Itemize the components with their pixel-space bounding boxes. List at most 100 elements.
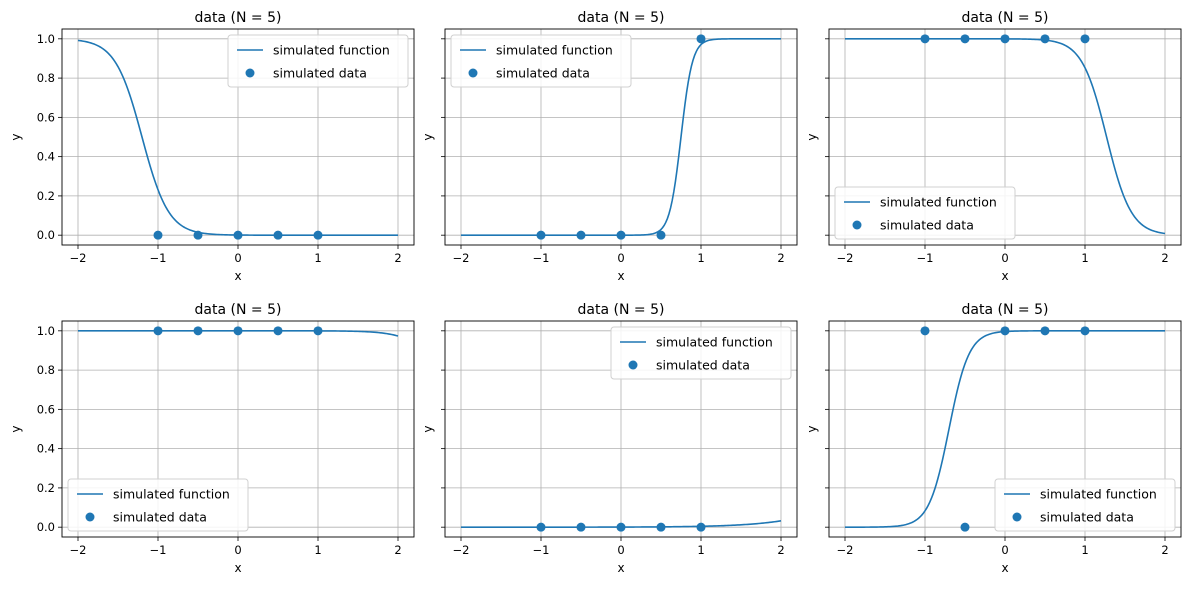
x-tick-label: 0 <box>234 543 241 557</box>
legend: simulated function simulated data <box>450 34 632 88</box>
subplot-title: data (N = 5) <box>195 302 282 318</box>
legend-label: simulated data <box>1040 510 1134 525</box>
y-tick-label: 0.0 <box>37 228 55 242</box>
x-tick-label: −2 <box>70 543 87 557</box>
y-axis-label: y <box>9 425 23 432</box>
y-axis-label: y <box>805 425 819 432</box>
data-point <box>656 522 666 532</box>
legend-box <box>994 478 1176 532</box>
data-point <box>1000 326 1010 336</box>
subplot-1: −2 −1 0 1 2 0.0 0.2 0.4 0.6 0.8 1.0 data (N = 5) x y s… <box>9 10 415 283</box>
x-tick-label: 1 <box>697 251 704 265</box>
legend-label: simulated data <box>273 66 367 81</box>
data-point <box>920 326 930 336</box>
x-tick-label: −2 <box>453 251 470 265</box>
x-tick-label: 2 <box>394 543 401 557</box>
data-point <box>920 34 930 44</box>
x-tick-label: −1 <box>533 251 550 265</box>
data-point <box>696 34 706 44</box>
y-tick-label: 1.0 <box>37 324 55 338</box>
data-point <box>233 326 243 336</box>
legend-box <box>610 326 792 380</box>
x-tick-label: 1 <box>1081 543 1088 557</box>
legend-label: simulated data <box>113 510 207 525</box>
data-point <box>273 326 283 336</box>
y-axis-label: y <box>9 133 23 140</box>
subplot-4: −2 −1 0 1 2 0.0 0.2 0.4 0.6 0.8 1.0 data (N = 5) x y s… <box>9 302 415 575</box>
x-axis-label: x <box>234 269 241 283</box>
legend-label: simulated function <box>1040 487 1157 502</box>
subplot-title: data (N = 5) <box>578 10 665 26</box>
data-point <box>960 34 970 44</box>
data-point <box>273 230 283 240</box>
x-tick-label: 2 <box>394 251 401 265</box>
legend-marker-swatch <box>85 512 95 522</box>
y-tick-label: 0.8 <box>37 363 55 377</box>
data-point <box>1040 34 1050 44</box>
x-tick-label: −1 <box>150 543 167 557</box>
legend-label: simulated data <box>656 358 750 373</box>
y-axis-label: y <box>421 425 435 432</box>
legend: simulated function simulated data <box>834 186 1016 240</box>
y-tick-label: 0.2 <box>37 481 55 495</box>
data-point <box>153 326 163 336</box>
data-point <box>313 326 323 336</box>
x-axis-label: x <box>1001 269 1008 283</box>
legend-label: simulated function <box>113 487 230 502</box>
x-tick-label: 1 <box>1081 251 1088 265</box>
data-point <box>576 522 586 532</box>
data-point <box>193 326 203 336</box>
x-tick-label: −2 <box>453 543 470 557</box>
x-tick-label: −2 <box>70 251 87 265</box>
y-tick-label: 1.0 <box>37 32 55 46</box>
y-tick-label: 0.4 <box>37 150 55 164</box>
legend-marker-swatch <box>852 220 862 230</box>
x-tick-label: −1 <box>917 251 934 265</box>
y-tick-label: 0.4 <box>37 442 55 456</box>
data-point <box>153 230 163 240</box>
data-point <box>1080 34 1090 44</box>
x-tick-label: −2 <box>837 543 854 557</box>
legend-box <box>227 34 409 88</box>
x-tick-label: 1 <box>314 251 321 265</box>
data-point <box>536 522 546 532</box>
legend-marker-swatch <box>1012 512 1022 522</box>
x-tick-label: −1 <box>533 543 550 557</box>
data-point <box>616 230 626 240</box>
x-axis-label: x <box>234 561 241 575</box>
y-tick-label: 0.2 <box>37 189 55 203</box>
x-tick-label: −1 <box>150 251 167 265</box>
data-point <box>576 230 586 240</box>
legend-label: simulated data <box>496 66 590 81</box>
legend: simulated function simulated data <box>994 478 1176 532</box>
y-axis-label: y <box>805 133 819 140</box>
data-point <box>696 522 706 532</box>
x-tick-label: 2 <box>777 251 784 265</box>
subplot-title: data (N = 5) <box>195 10 282 26</box>
legend-box <box>67 478 249 532</box>
legend: simulated function simulated data <box>610 326 792 380</box>
data-point <box>1080 326 1090 336</box>
subplot-title: data (N = 5) <box>578 302 665 318</box>
data-point <box>616 522 626 532</box>
x-axis-label: x <box>617 269 624 283</box>
legend-label: simulated function <box>880 195 997 210</box>
x-tick-label: 2 <box>777 543 784 557</box>
x-tick-label: 0 <box>617 543 624 557</box>
data-point <box>193 230 203 240</box>
x-tick-label: 1 <box>697 543 704 557</box>
legend-label: simulated function <box>656 335 773 350</box>
x-tick-label: 0 <box>617 251 624 265</box>
y-tick-label: 0.6 <box>37 402 55 416</box>
data-point <box>1000 34 1010 44</box>
legend-label: simulated function <box>273 43 390 58</box>
legend: simulated function simulated data <box>67 478 249 532</box>
x-tick-label: −2 <box>837 251 854 265</box>
subplot-title: data (N = 5) <box>962 10 1049 26</box>
subplot-title: data (N = 5) <box>962 302 1049 318</box>
